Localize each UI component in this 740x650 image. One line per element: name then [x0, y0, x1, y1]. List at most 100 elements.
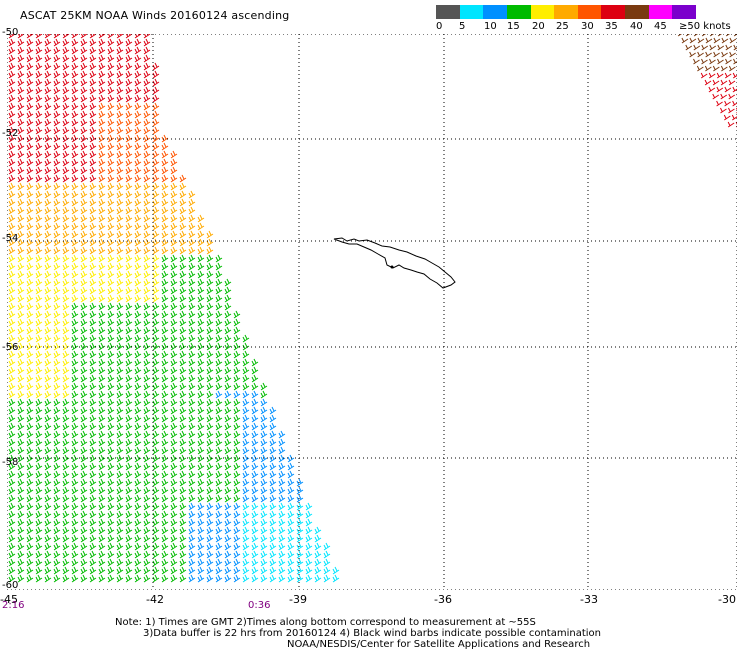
wind-barb: [179, 550, 187, 559]
wind-barb: [143, 142, 151, 151]
wind-barb: [215, 526, 223, 535]
wind-barb: [53, 94, 61, 103]
wind-barb: [107, 182, 115, 191]
wind-barb: [724, 100, 731, 107]
wind-barb: [53, 358, 61, 367]
wind-barb: [62, 110, 70, 119]
wind-barb: [107, 158, 115, 167]
wind-barb: [152, 414, 160, 423]
wind-barb: [89, 222, 97, 231]
wind-barb: [125, 46, 133, 55]
wind-barb: [62, 70, 70, 79]
wind-barb: [215, 558, 223, 567]
wind-barb: [733, 44, 737, 51]
wind-barb: [125, 470, 133, 479]
wind-barb: [8, 206, 16, 215]
wind-barb: [206, 358, 214, 367]
wind-barb: [62, 446, 70, 455]
wind-barb: [125, 318, 133, 327]
wind-barb: [242, 446, 250, 455]
wind-barb: [161, 510, 169, 519]
wind-barb: [188, 382, 196, 391]
wind-barb: [62, 34, 70, 39]
wind-barb: [71, 542, 79, 551]
wind-barb: [233, 446, 241, 455]
wind-barb: [107, 430, 115, 439]
wind-barb: [26, 254, 34, 263]
wind-barb: [161, 518, 169, 527]
wind-barb: [26, 150, 34, 159]
wind-barb: [107, 246, 115, 255]
wind-barb: [80, 294, 88, 303]
wind-barb: [53, 86, 61, 95]
wind-barb: [179, 518, 187, 527]
wind-barb: [305, 566, 313, 575]
wind-barb: [143, 566, 151, 575]
wind-barb: [152, 526, 160, 535]
wind-barb: [17, 422, 25, 431]
wind-barb: [26, 574, 34, 583]
wind-barb: [98, 70, 106, 79]
wind-barb: [80, 198, 88, 207]
wind-barb: [260, 486, 268, 495]
wind-barb: [35, 294, 43, 303]
wind-barb: [206, 382, 214, 391]
wind-barb: [89, 438, 97, 447]
wind-barb: [71, 462, 79, 471]
wind-barb: [107, 174, 115, 183]
wind-barb: [17, 486, 25, 495]
wind-barb: [53, 526, 61, 535]
wind-barb: [89, 462, 97, 471]
wind-barb: [206, 390, 214, 399]
wind-barb: [170, 174, 178, 183]
wind-barb: [26, 462, 34, 471]
wind-barb: [17, 54, 25, 63]
wind-barb: [89, 302, 97, 311]
wind-barb: [107, 94, 115, 103]
wind-barb: [80, 438, 88, 447]
wind-barb: [188, 486, 196, 495]
wind-barb: [188, 502, 196, 511]
wind-barb: [242, 430, 250, 439]
wind-barb: [125, 238, 133, 247]
wind-barb: [8, 430, 16, 439]
wind-barb: [134, 398, 142, 407]
wind-barb: [89, 206, 97, 215]
wind-barb: [71, 334, 79, 343]
wind-barb: [35, 38, 43, 47]
lat-label-5: -60: [2, 580, 19, 591]
wind-barb: [134, 566, 142, 575]
wind-barb: [8, 70, 16, 79]
wind-barb: [26, 534, 34, 543]
wind-barb: [62, 318, 70, 327]
wind-barb: [188, 366, 196, 375]
wind-barb: [314, 566, 322, 575]
wind-barb: [98, 126, 106, 135]
wind-barb: [71, 382, 79, 391]
wind-barb: [26, 550, 34, 559]
wind-barb: [143, 302, 151, 311]
wind-barb: [89, 46, 97, 55]
wind-barb: [107, 110, 115, 119]
wind-barb: [35, 558, 43, 567]
wind-barb: [260, 534, 268, 543]
wind-barb: [8, 350, 16, 359]
wind-barb: [224, 382, 232, 391]
wind-barb: [143, 406, 151, 415]
wind-barb: [179, 214, 187, 223]
wind-barb: [242, 550, 250, 559]
wind-barb: [44, 158, 52, 167]
wind-barb: [215, 446, 223, 455]
wind-barb: [17, 430, 25, 439]
wind-barb: [89, 366, 97, 375]
wind-barb: [251, 422, 259, 431]
wind-barb: [80, 254, 88, 263]
wind-barb: [89, 254, 97, 263]
wind-barb: [287, 558, 295, 567]
wind-barb: [251, 390, 259, 399]
wind-barb: [98, 406, 106, 415]
wind-barb: [44, 462, 52, 471]
wind-barb: [233, 510, 241, 519]
wind-barb: [62, 358, 70, 367]
wind-barb: [35, 518, 43, 527]
